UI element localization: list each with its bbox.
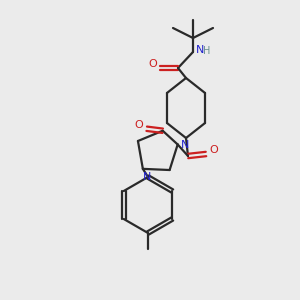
Text: O: O [148,59,158,69]
Text: H: H [203,46,211,56]
Text: O: O [210,145,218,155]
Text: N: N [196,45,204,55]
Text: O: O [134,120,143,130]
Text: N: N [143,172,151,182]
Text: N: N [181,140,189,150]
